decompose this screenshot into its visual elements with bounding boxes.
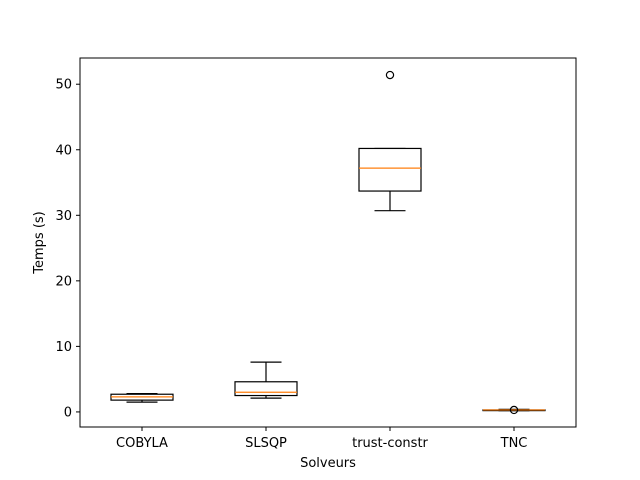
y-tick-label: 50	[55, 78, 72, 93]
box-iqr	[358, 147, 422, 192]
x-axis-label: Solveurs	[300, 456, 356, 471]
x-tick-label: trust-constr	[352, 436, 428, 451]
y-tick-label: 40	[55, 143, 72, 158]
axes-frame	[79, 57, 577, 428]
x-tick-label: COBYLA	[116, 436, 168, 451]
y-tick-label: 20	[55, 274, 72, 289]
x-tick-label: TNC	[500, 436, 528, 451]
y-tick-label: 10	[55, 340, 72, 355]
outlier-point	[385, 70, 395, 80]
y-tick-label: 30	[55, 209, 72, 224]
y-axis-label: Temps (s)	[32, 211, 47, 274]
box-group-tnc	[482, 405, 546, 415]
box-group-cobyla	[110, 392, 174, 403]
box-group-slsqp	[234, 361, 298, 399]
outlier-point	[509, 405, 519, 415]
box-group-trust-constr	[358, 70, 422, 212]
x-tick-label: SLSQP	[245, 436, 287, 451]
y-tick-label: 0	[64, 405, 72, 420]
plot-area	[110, 70, 546, 415]
box-iqr	[234, 381, 298, 397]
